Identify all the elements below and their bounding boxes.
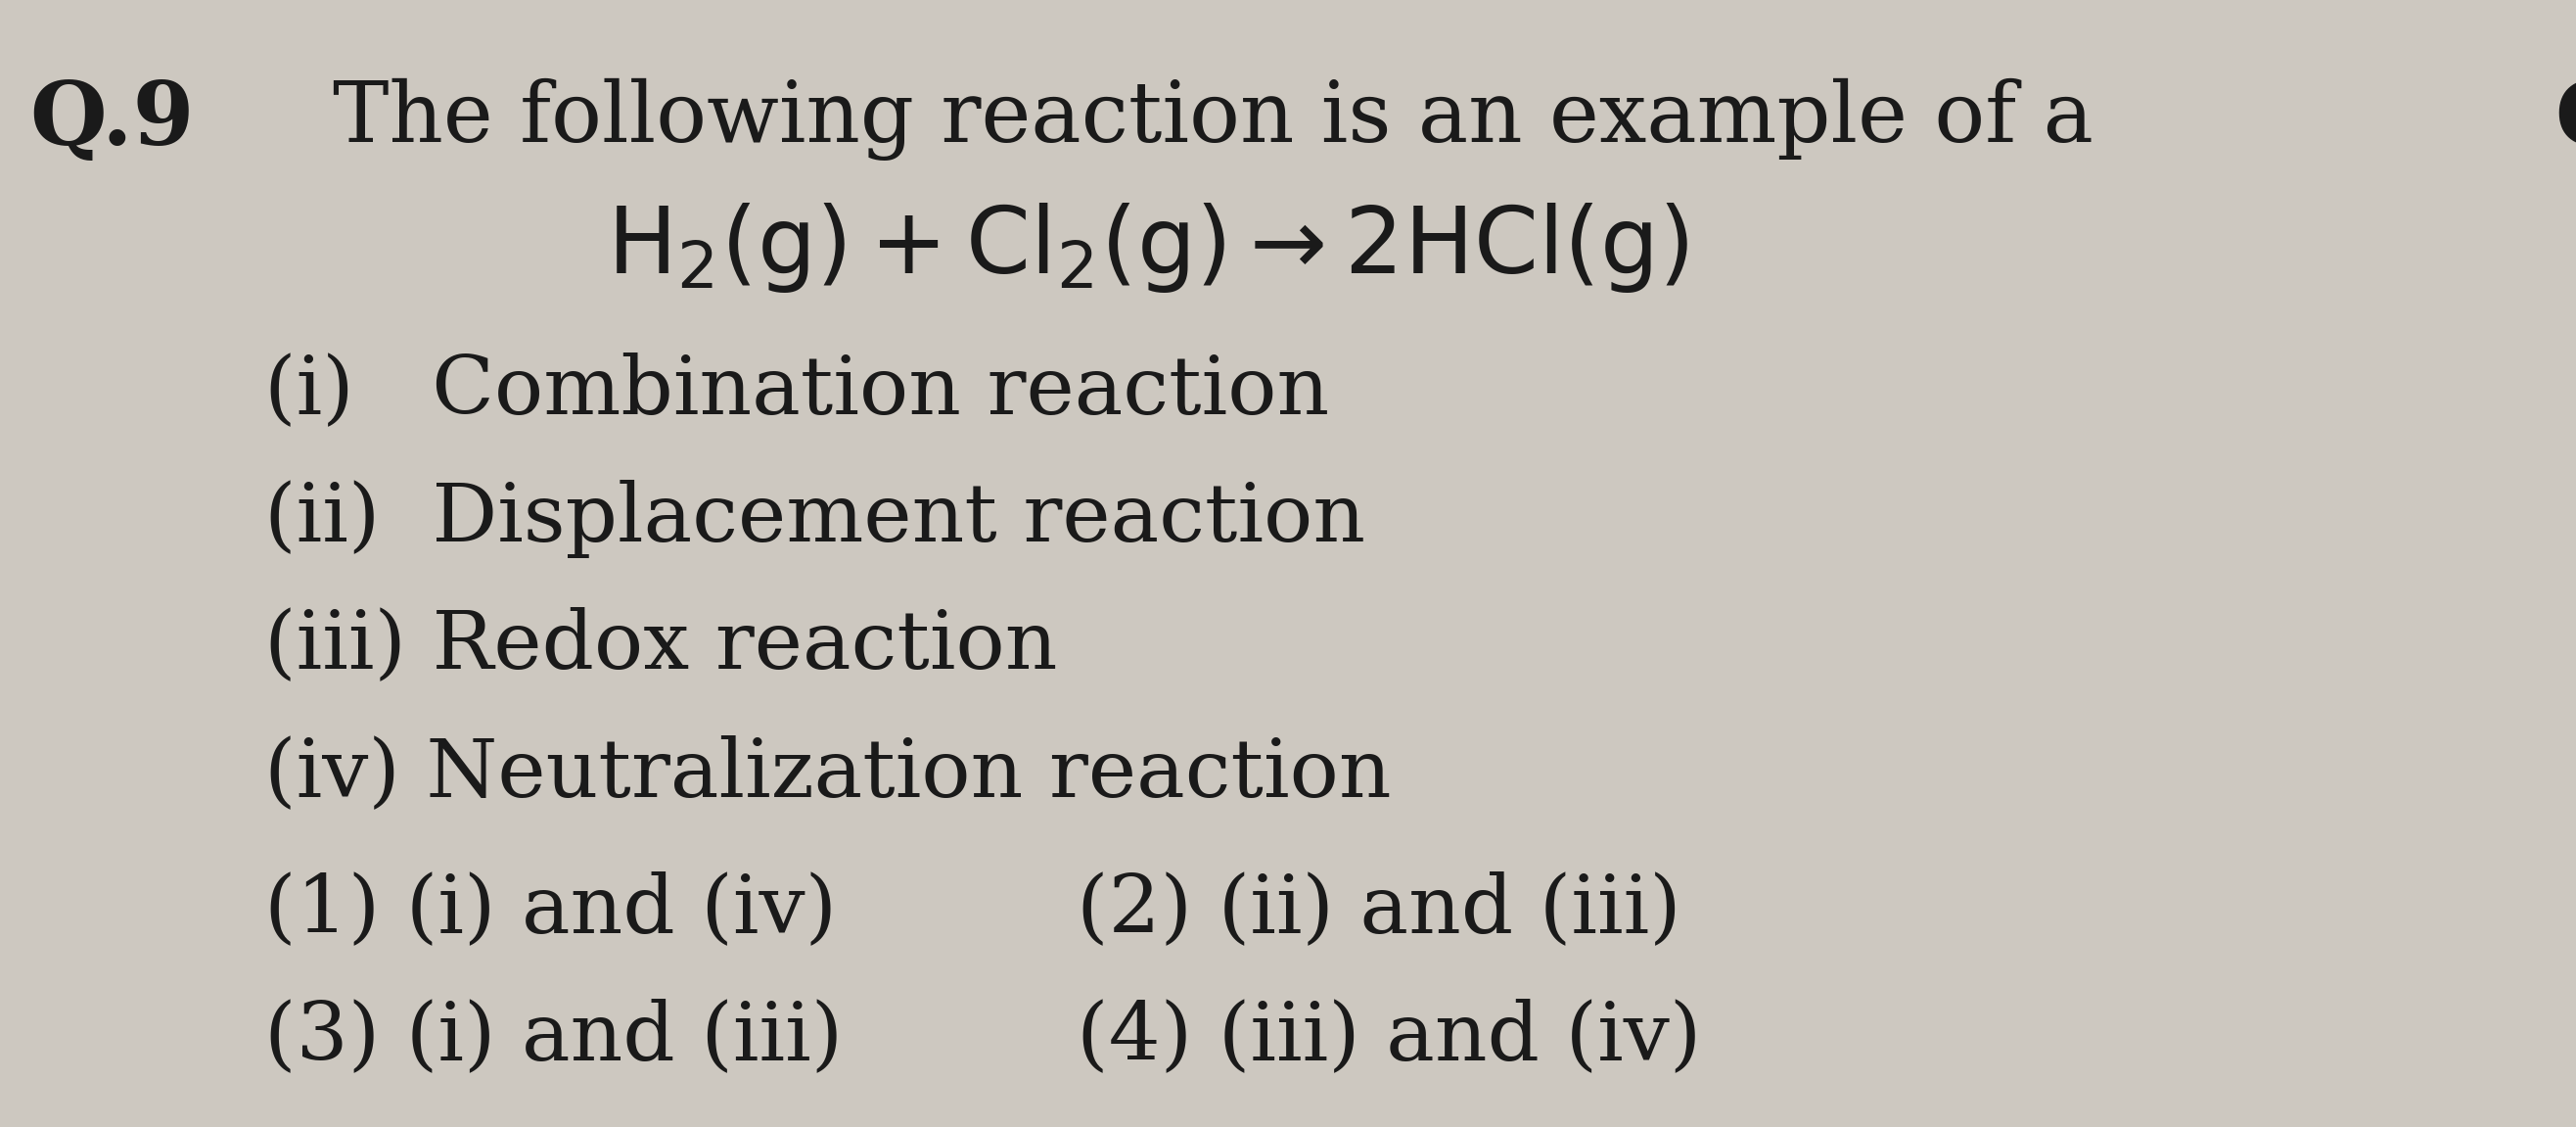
Text: (1) (i) and (iv): (1) (i) and (iv) (265, 871, 837, 950)
Text: (3) (i) and (iii): (3) (i) and (iii) (265, 999, 842, 1077)
Text: Q: Q (2555, 79, 2576, 163)
Text: $\mathrm{H_2(g) + Cl_2(g) \rightarrow 2HCl(g)}$: $\mathrm{H_2(g) + Cl_2(g) \rightarrow 2H… (608, 201, 1687, 295)
Text: The following reaction is an example of a: The following reaction is an example of … (332, 79, 2094, 161)
Text: Q.9: Q.9 (28, 79, 193, 163)
Text: (ii)  Displacement reaction: (ii) Displacement reaction (265, 480, 1365, 558)
Text: (4) (iii) and (iv): (4) (iii) and (iv) (1077, 999, 1700, 1077)
Text: (iii) Redox reaction: (iii) Redox reaction (265, 607, 1059, 685)
Text: (2) (ii) and (iii): (2) (ii) and (iii) (1077, 871, 1682, 950)
Text: (i)   Combination reaction: (i) Combination reaction (265, 353, 1329, 431)
Text: (iv) Neutralization reaction: (iv) Neutralization reaction (265, 735, 1391, 813)
